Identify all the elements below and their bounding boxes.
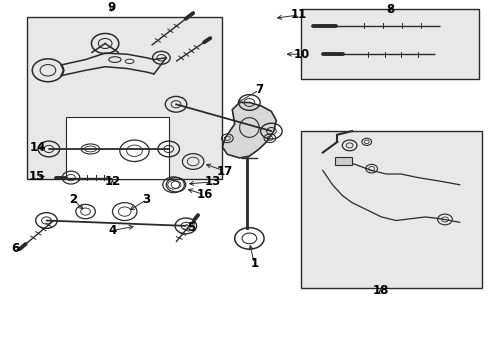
Text: 9: 9 — [107, 1, 115, 14]
Text: 14: 14 — [30, 141, 46, 154]
Bar — [300, 9, 478, 79]
Text: 17: 17 — [216, 165, 233, 177]
Bar — [66, 117, 168, 179]
Text: 1: 1 — [250, 257, 258, 270]
Text: 3: 3 — [142, 193, 150, 206]
Text: 16: 16 — [196, 188, 212, 201]
Text: 7: 7 — [255, 84, 263, 96]
Bar — [27, 17, 222, 179]
Text: 15: 15 — [28, 170, 45, 183]
Bar — [334, 157, 351, 165]
Text: 2: 2 — [69, 193, 77, 206]
Text: 6: 6 — [12, 242, 20, 255]
Text: 5: 5 — [186, 221, 194, 234]
Text: 18: 18 — [371, 284, 388, 297]
Text: 10: 10 — [293, 48, 310, 61]
Text: 4: 4 — [108, 224, 116, 237]
Text: 11: 11 — [290, 8, 307, 21]
Polygon shape — [222, 103, 276, 158]
Bar — [300, 131, 481, 288]
Text: 8: 8 — [386, 3, 393, 16]
Text: 12: 12 — [104, 175, 121, 188]
Text: 13: 13 — [204, 175, 221, 188]
